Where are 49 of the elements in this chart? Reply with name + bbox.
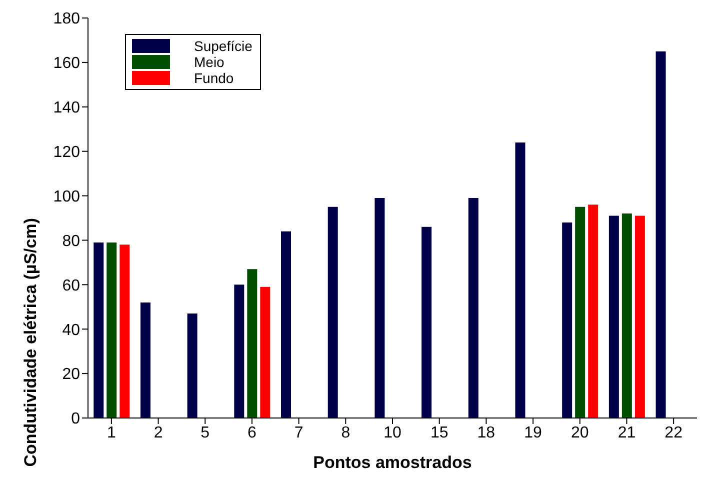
x-tick-label: 8 bbox=[341, 424, 350, 442]
x-tick-label: 20 bbox=[570, 424, 589, 442]
bar bbox=[106, 242, 117, 418]
x-tick-label: 22 bbox=[664, 424, 683, 442]
y-tick-label: 120 bbox=[53, 144, 80, 162]
y-tick-label: 160 bbox=[53, 55, 80, 72]
y-tick-label: 100 bbox=[53, 188, 80, 206]
x-tick-label: 19 bbox=[524, 424, 542, 442]
bar bbox=[260, 286, 270, 418]
bar bbox=[187, 314, 198, 418]
bar bbox=[515, 142, 526, 418]
y-tick-label: 20 bbox=[62, 366, 80, 384]
bar bbox=[374, 198, 385, 418]
x-tick-label: 10 bbox=[384, 424, 402, 442]
bar bbox=[94, 242, 104, 418]
bar bbox=[234, 284, 244, 418]
x-tick-label: 15 bbox=[430, 424, 448, 442]
bar bbox=[588, 204, 598, 418]
bar bbox=[328, 206, 338, 418]
x-tick-label: 7 bbox=[294, 424, 304, 442]
y-tick-label: 40 bbox=[62, 322, 80, 339]
bar bbox=[140, 302, 150, 418]
x-tick-label: 18 bbox=[477, 424, 496, 442]
bar bbox=[120, 244, 130, 418]
x-tick-label: 21 bbox=[618, 424, 636, 442]
bar bbox=[575, 206, 586, 418]
x-tick-label: 1 bbox=[106, 424, 116, 442]
bar bbox=[247, 269, 258, 418]
x-tick-label: 2 bbox=[154, 424, 163, 442]
y-axis-title: Condutividade elétrica (µS/cm) bbox=[21, 218, 40, 467]
x-tick-label: 5 bbox=[200, 424, 210, 442]
legend-label: Supefície bbox=[194, 38, 252, 54]
x-tick-label: 6 bbox=[248, 424, 257, 442]
bar bbox=[562, 222, 572, 418]
legend-label: Meio bbox=[194, 54, 224, 70]
legend-label: Fundo bbox=[194, 70, 234, 86]
y-tick-label: 140 bbox=[53, 100, 80, 117]
y-tick-label: 0 bbox=[71, 410, 80, 428]
y-tick-label: 80 bbox=[62, 232, 80, 250]
bar bbox=[622, 214, 632, 418]
x-axis-title: Pontos amostrados bbox=[313, 453, 472, 472]
bar bbox=[468, 198, 478, 418]
bar bbox=[656, 51, 666, 418]
bar bbox=[281, 231, 292, 418]
bar bbox=[634, 216, 645, 418]
bar bbox=[608, 216, 619, 418]
y-tick-label: 60 bbox=[62, 277, 80, 294]
y-tick-label: 180 bbox=[53, 10, 80, 28]
bar bbox=[422, 226, 432, 418]
